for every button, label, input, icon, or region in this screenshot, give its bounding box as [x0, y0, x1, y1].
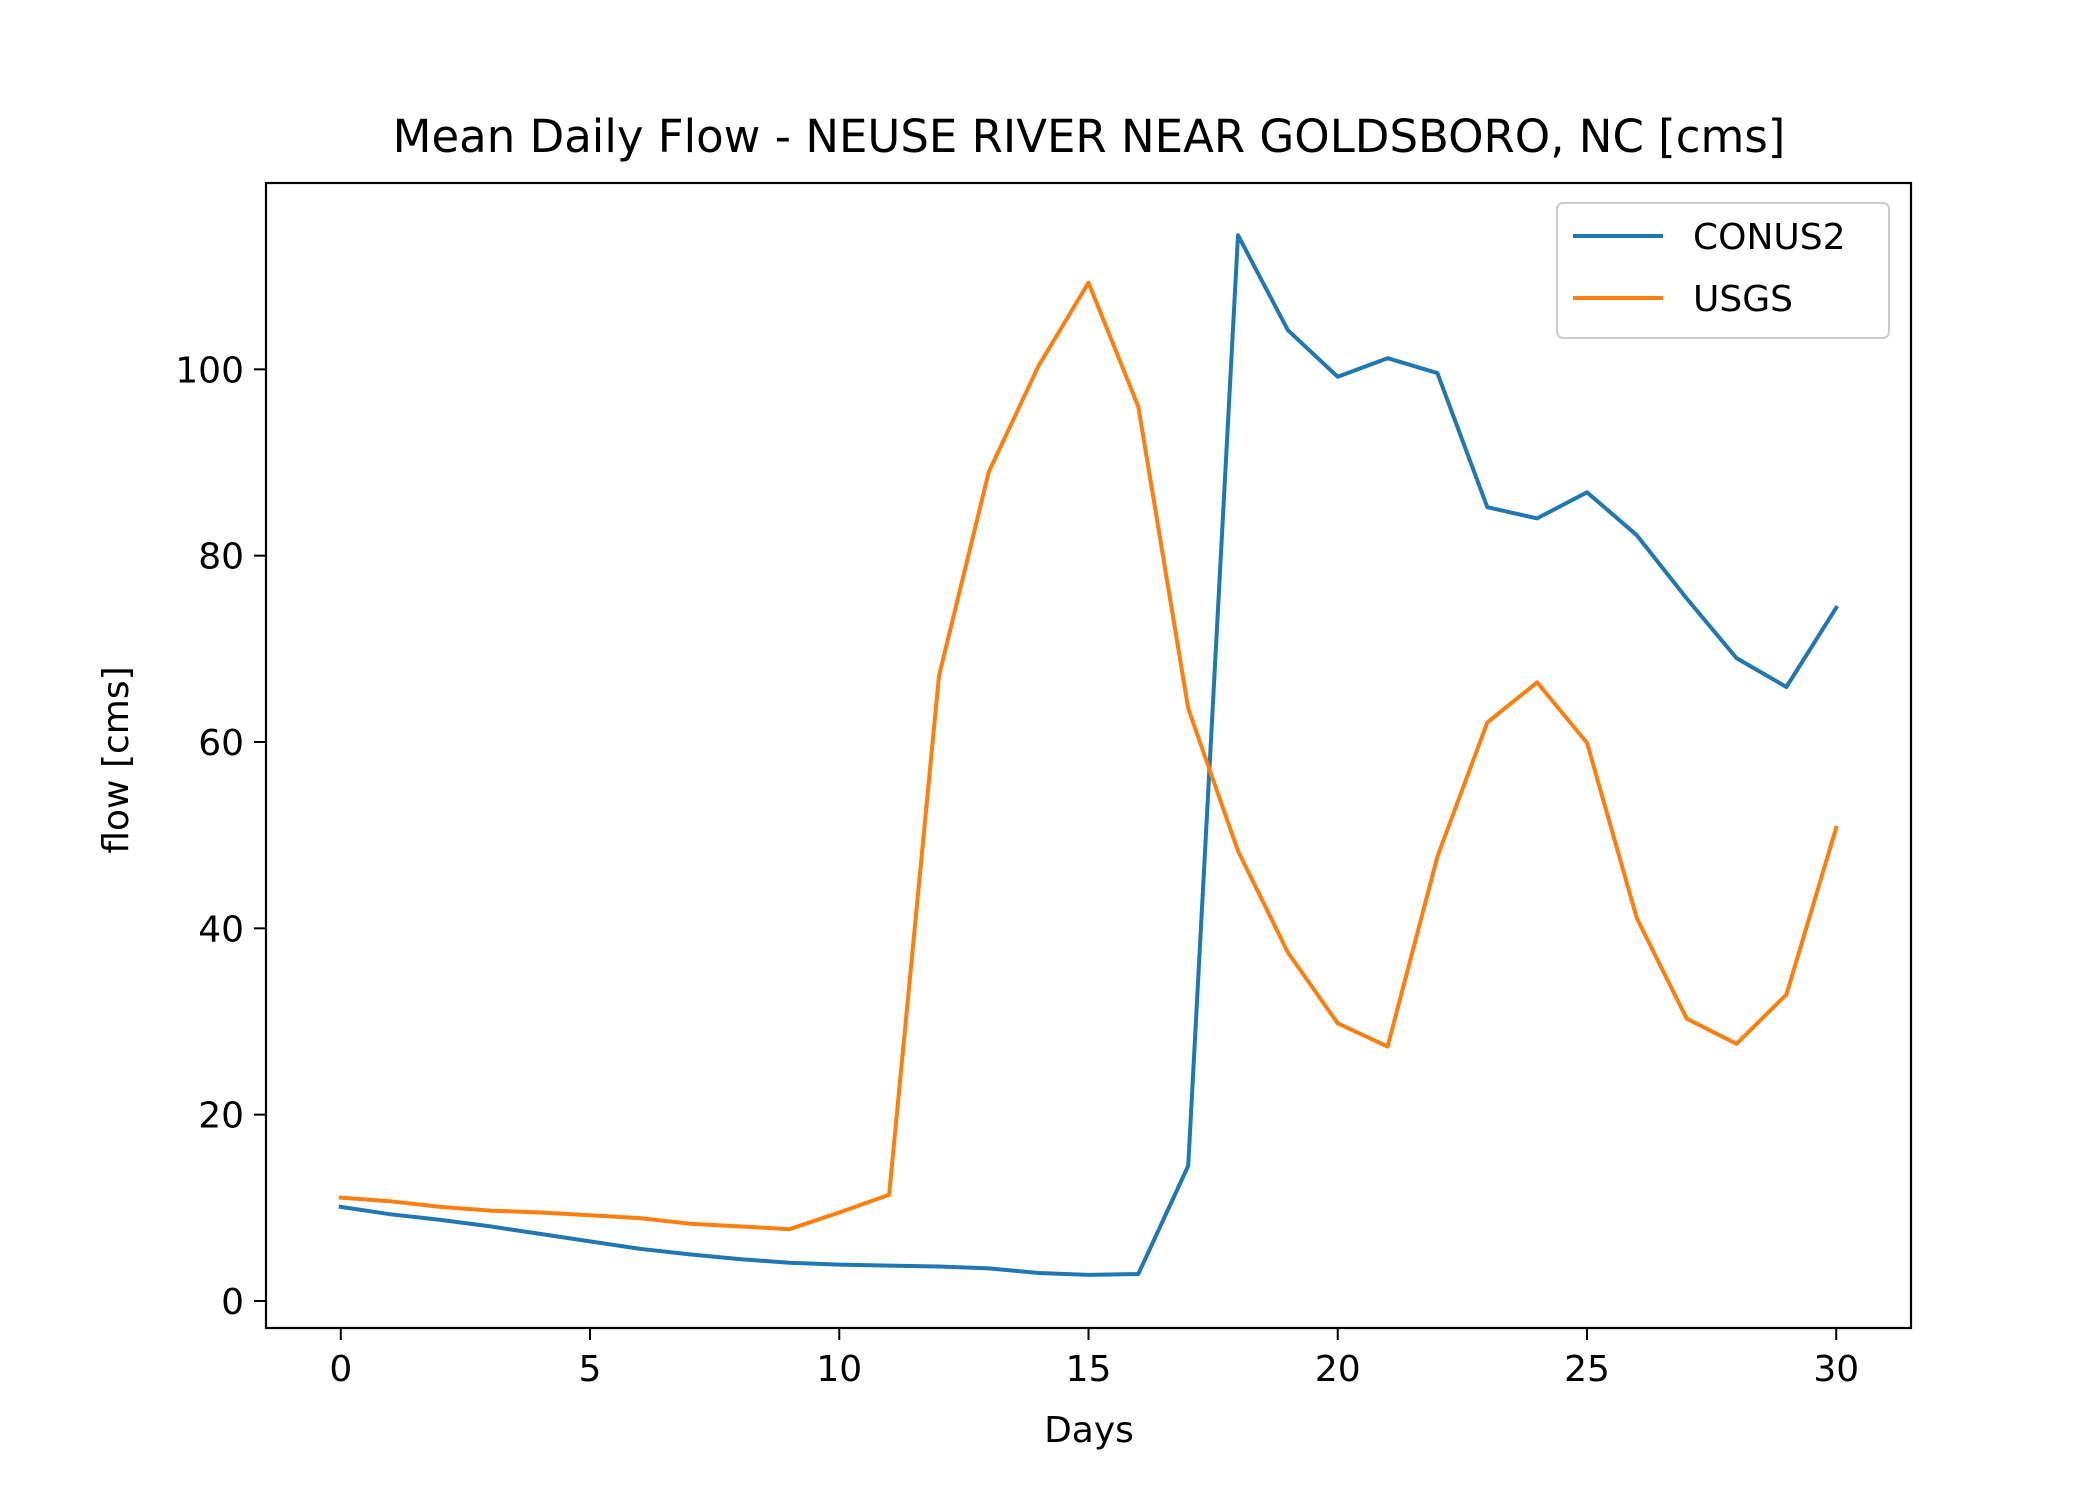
series-line-conus2	[338, 233, 1839, 1277]
x-tick-label: 0	[329, 1349, 352, 1390]
legend-label-conus2: CONUS2	[1693, 217, 1846, 258]
y-tick-label: 40	[198, 909, 244, 950]
y-tick-label: 80	[198, 537, 244, 578]
x-tick-label: 15	[1066, 1349, 1112, 1390]
x-tick-label: 25	[1564, 1349, 1610, 1390]
x-tick-label: 30	[1813, 1349, 1859, 1390]
x-axis-label: Days	[1044, 1410, 1134, 1451]
y-tick-label: 100	[175, 350, 244, 391]
x-tick-label: 10	[816, 1349, 862, 1390]
legend-label-usgs: USGS	[1693, 279, 1793, 320]
y-axis-label: flow [cms]	[96, 666, 137, 853]
x-tick-label: 20	[1315, 1349, 1361, 1390]
y-tick-label: 0	[221, 1282, 244, 1323]
x-tick-label: 5	[579, 1349, 602, 1390]
y-tick-label: 60	[198, 723, 244, 764]
chart-title: Mean Daily Flow - NEUSE RIVER NEAR GOLDS…	[393, 110, 1786, 163]
y-tick-label: 20	[198, 1096, 244, 1137]
plot-area: 0 5 10 15 20 25 30 0 20 40 60 80 100 CONUS2 USGS	[175, 181, 1913, 1390]
series-line-usgs	[338, 280, 1839, 1232]
